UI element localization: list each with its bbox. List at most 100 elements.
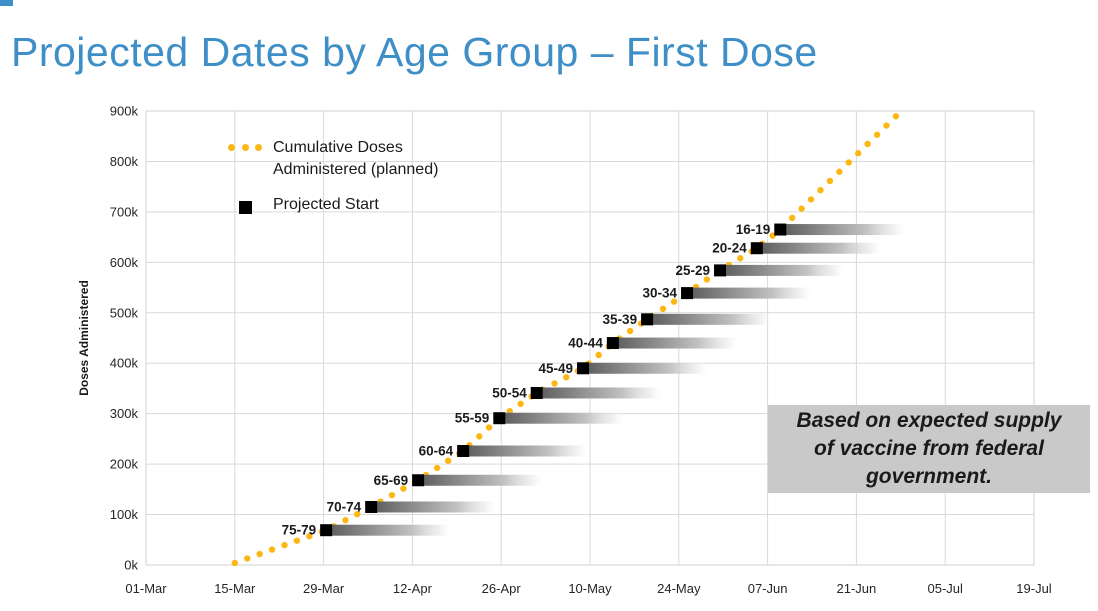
projected-start-marker (774, 223, 787, 236)
age-group-60-64: 60-64 (419, 443, 590, 458)
age-group-16-19: 16-19 (736, 222, 908, 237)
projected-start-marker (714, 264, 727, 277)
age-group-25-29: 25-29 (675, 263, 847, 278)
x-tick-label: 01-Mar (125, 581, 167, 596)
projected-start-marker (641, 313, 654, 326)
cumulative-dot (892, 113, 900, 120)
age-group-50-54: 50-54 (492, 385, 664, 400)
legend-cumulative-label: Cumulative Doses Administered (planned) (273, 137, 438, 181)
supply-note-line3: government. (865, 465, 993, 488)
projected-start-marker (365, 500, 378, 513)
y-tick-label: 100k (110, 507, 139, 522)
projected-start-marker (457, 444, 470, 457)
supply-note-line2: of vaccine from federal (814, 437, 1044, 460)
x-tick-label: 19-Jul (1016, 581, 1052, 596)
orange-dot-icon (241, 144, 249, 151)
cumulative-dot (595, 351, 602, 359)
y-tick-label: 400k (110, 356, 139, 371)
projected-start-marker (493, 412, 506, 425)
age-group-label: 30-34 (643, 286, 678, 301)
cumulative-dot (444, 457, 452, 464)
age-group-75-79: 75-79 (282, 523, 453, 538)
duration-bar (720, 264, 847, 276)
cumulative-dot (826, 177, 834, 185)
projected-start-marker (577, 362, 590, 375)
age-group-label: 35-39 (603, 312, 638, 327)
gridlines (146, 111, 1034, 565)
x-tick-label: 24-May (657, 581, 701, 596)
age-group-40-44: 40-44 (568, 336, 740, 351)
age-group-series: 75-79 70-74 65-69 60-64 55-59 50-54 45-49 40-44… (282, 222, 908, 538)
cumulative-dot (817, 186, 824, 194)
y-tick-label: 700k (110, 204, 139, 219)
age-group-35-39: 35-39 (603, 312, 774, 327)
y-tick-label: 0k (124, 558, 138, 573)
x-tick-label: 15-Mar (214, 581, 256, 596)
x-tick-label: 29-Mar (303, 581, 345, 596)
age-group-55-59: 55-59 (455, 411, 627, 426)
x-tick-label: 07-Jun (748, 581, 788, 596)
cumulative-dot (306, 533, 313, 540)
cumulative-dot (433, 464, 441, 472)
age-group-label: 70-74 (327, 499, 362, 514)
cumulative-dot (517, 400, 524, 408)
age-group-label: 50-54 (492, 385, 527, 400)
legend-cumulative-row: Cumulative Doses Administered (planned) (228, 137, 438, 181)
duration-bar (326, 524, 453, 536)
supply-note-box: Based on expected supply of vaccine from… (768, 405, 1090, 493)
duration-bar (371, 501, 499, 513)
cumulative-dot (354, 510, 361, 518)
duration-bar (583, 362, 710, 374)
cumulative-dot (873, 131, 881, 138)
cumulative-dot (256, 550, 263, 558)
cumulative-dot (293, 537, 301, 544)
y-tick-label: 600k (110, 255, 139, 270)
x-axis-tick-labels: 01-Mar 15-Mar 29-Mar 12-Apr 26-Apr 10-May 24-M… (125, 581, 1051, 596)
cumulative-dot (769, 232, 776, 239)
cumulative-dot (659, 305, 667, 313)
duration-bar (536, 387, 664, 399)
legend-projected-label: Projected Start (273, 196, 379, 213)
legend-cumulative-line2: Administered (planned) (273, 161, 439, 178)
orange-dot-icon (228, 144, 235, 151)
projected-start-square-icon (228, 201, 262, 214)
y-axis-tick-labels: 0k 100k 200k 300k 400k 500k 600k 700k 800k 900k (110, 104, 139, 573)
cumulative-dot (807, 196, 815, 203)
cumulative-dot (703, 276, 711, 283)
age-group-label: 75-79 (282, 523, 317, 538)
y-tick-label: 800k (110, 154, 139, 169)
age-group-45-49: 45-49 (538, 361, 710, 376)
x-tick-label: 12-Apr (393, 581, 433, 596)
cumulative-dot (798, 205, 805, 212)
cumulative-dot (400, 485, 407, 492)
cumulative-dot (485, 424, 493, 431)
projected-start-marker (606, 337, 619, 350)
x-tick-label: 21-Jun (837, 581, 877, 596)
orange-dot-icon (255, 144, 262, 151)
legend-cumulative-line1: Cumulative Doses (273, 139, 403, 156)
cumulative-dot (788, 214, 796, 222)
x-tick-label: 26-Apr (482, 581, 522, 596)
legend-projected-row: Projected Start (228, 194, 438, 216)
slide-corner-accent (0, 0, 13, 6)
projected-start-marker (320, 524, 333, 537)
duration-bar (463, 445, 590, 457)
cumulative-dot (244, 555, 251, 562)
cumulative-dot (231, 559, 238, 567)
cumulative-dot (281, 541, 288, 549)
cumulative-dot (670, 298, 678, 305)
y-tick-label: 500k (110, 305, 139, 320)
y-tick-label: 300k (110, 406, 139, 421)
cumulative-dot (268, 546, 276, 553)
projected-start-marker (412, 474, 425, 487)
age-group-label: 20-24 (712, 241, 747, 256)
projected-start-marker (681, 287, 694, 300)
cumulative-dot (342, 517, 349, 524)
duration-bar (647, 313, 774, 325)
age-group-label: 65-69 (374, 473, 409, 488)
y-axis-title: Doses Administered (77, 280, 91, 396)
cumulative-dot (836, 168, 843, 175)
cumulative-dot (883, 122, 890, 129)
cumulative-dot (864, 140, 871, 148)
